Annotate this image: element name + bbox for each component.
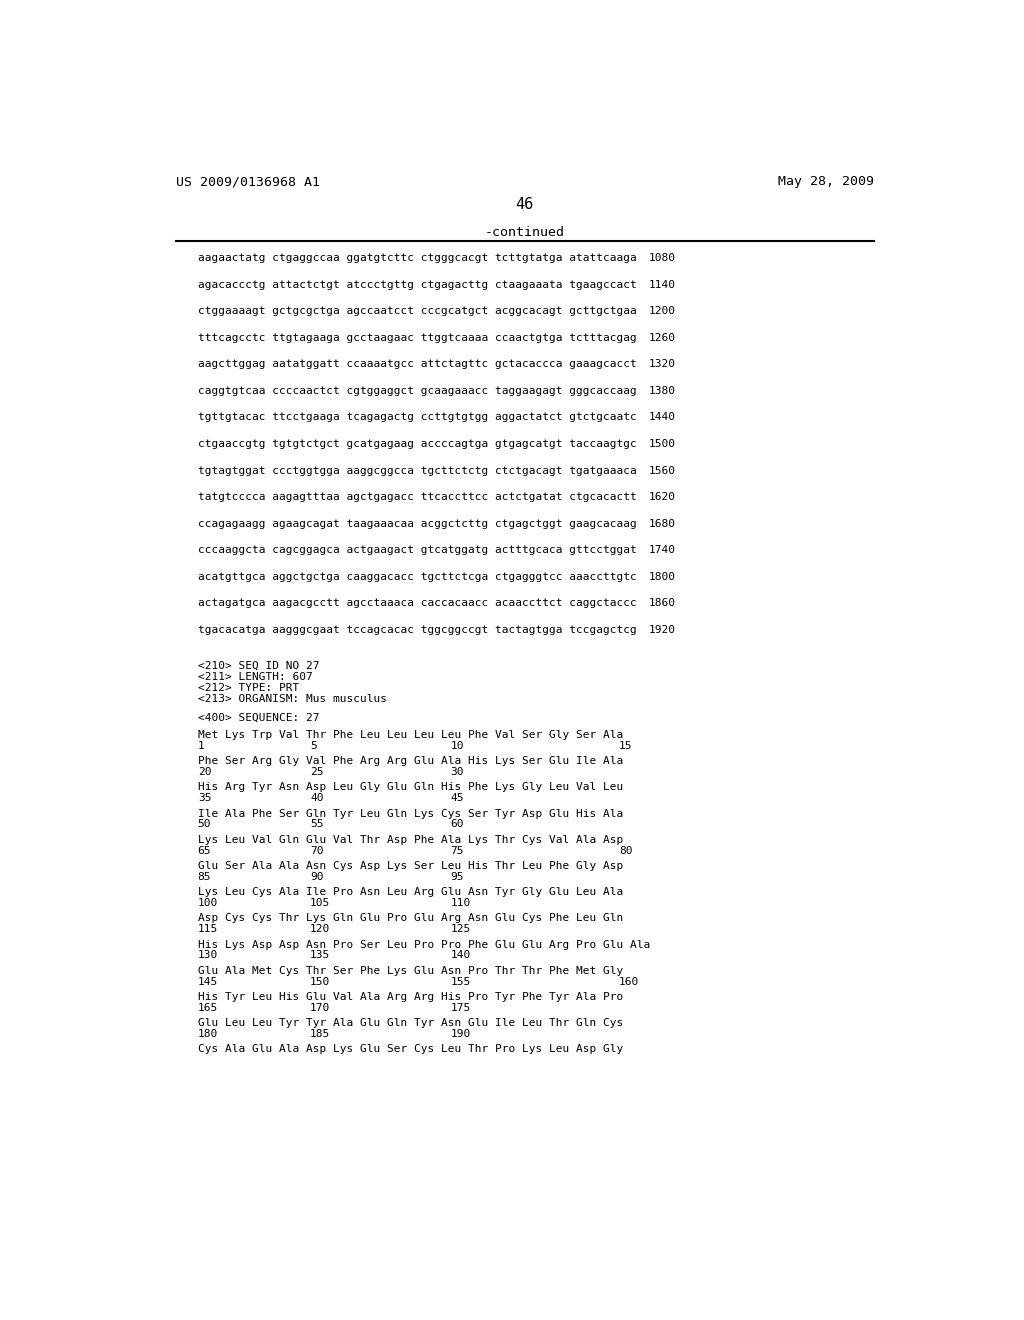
- Text: Phe Ser Arg Gly Val Phe Arg Arg Glu Ala His Lys Ser Glu Ile Ala: Phe Ser Arg Gly Val Phe Arg Arg Glu Ala …: [198, 756, 623, 767]
- Text: cccaaggcta cagcggagca actgaagact gtcatggatg actttgcaca gttcctggat: cccaaggcta cagcggagca actgaagact gtcatgg…: [198, 545, 637, 556]
- Text: 130: 130: [198, 950, 218, 961]
- Text: Glu Ala Met Cys Thr Ser Phe Lys Glu Asn Pro Thr Thr Phe Met Gly: Glu Ala Met Cys Thr Ser Phe Lys Glu Asn …: [198, 966, 623, 975]
- Text: 1380: 1380: [649, 385, 676, 396]
- Text: <400> SEQUENCE: 27: <400> SEQUENCE: 27: [198, 713, 319, 723]
- Text: May 28, 2009: May 28, 2009: [777, 176, 873, 189]
- Text: 60: 60: [451, 820, 464, 829]
- Text: 165: 165: [198, 1003, 218, 1012]
- Text: 1440: 1440: [649, 412, 676, 422]
- Text: ctgaaccgtg tgtgtctgct gcatgagaag accccagtga gtgagcatgt taccaagtgc: ctgaaccgtg tgtgtctgct gcatgagaag accccag…: [198, 440, 637, 449]
- Text: 150: 150: [310, 977, 331, 986]
- Text: 190: 190: [451, 1028, 471, 1039]
- Text: 30: 30: [451, 767, 464, 777]
- Text: 5: 5: [310, 741, 316, 751]
- Text: 120: 120: [310, 924, 331, 935]
- Text: 1920: 1920: [649, 626, 676, 635]
- Text: caggtgtcaa ccccaactct cgtggaggct gcaagaaacc taggaagagt gggcaccaag: caggtgtcaa ccccaactct cgtggaggct gcaagaa…: [198, 385, 637, 396]
- Text: 1680: 1680: [649, 519, 676, 529]
- Text: US 2009/0136968 A1: US 2009/0136968 A1: [176, 176, 321, 189]
- Text: ctggaaaagt gctgcgctga agccaatcct cccgcatgct acggcacagt gcttgctgaa: ctggaaaagt gctgcgctga agccaatcct cccgcat…: [198, 306, 637, 317]
- Text: 15: 15: [620, 741, 633, 751]
- Text: Met Lys Trp Val Thr Phe Leu Leu Leu Leu Phe Val Ser Gly Ser Ala: Met Lys Trp Val Thr Phe Leu Leu Leu Leu …: [198, 730, 623, 741]
- Text: 175: 175: [451, 1003, 471, 1012]
- Text: Asp Cys Cys Thr Lys Gln Glu Pro Glu Arg Asn Glu Cys Phe Leu Gln: Asp Cys Cys Thr Lys Gln Glu Pro Glu Arg …: [198, 913, 623, 924]
- Text: Cys Ala Glu Ala Asp Lys Glu Ser Cys Leu Thr Pro Lys Leu Asp Gly: Cys Ala Glu Ala Asp Lys Glu Ser Cys Leu …: [198, 1044, 623, 1055]
- Text: 115: 115: [198, 924, 218, 935]
- Text: 40: 40: [310, 793, 324, 804]
- Text: Ile Ala Phe Ser Gln Tyr Leu Gln Lys Cys Ser Tyr Asp Glu His Ala: Ile Ala Phe Ser Gln Tyr Leu Gln Lys Cys …: [198, 809, 623, 818]
- Text: 135: 135: [310, 950, 331, 961]
- Text: Lys Leu Val Gln Glu Val Thr Asp Phe Ala Lys Thr Cys Val Ala Asp: Lys Leu Val Gln Glu Val Thr Asp Phe Ala …: [198, 834, 623, 845]
- Text: 20: 20: [198, 767, 211, 777]
- Text: 80: 80: [620, 846, 633, 855]
- Text: 155: 155: [451, 977, 471, 986]
- Text: 85: 85: [198, 871, 211, 882]
- Text: 1080: 1080: [649, 253, 676, 263]
- Text: 1200: 1200: [649, 306, 676, 317]
- Text: tgttgtacac ttcctgaaga tcagagactg ccttgtgtgg aggactatct gtctgcaatc: tgttgtacac ttcctgaaga tcagagactg ccttgtg…: [198, 412, 637, 422]
- Text: 35: 35: [198, 793, 211, 804]
- Text: tgacacatga aagggcgaat tccagcacac tggcggccgt tactagtgga tccgagctcg: tgacacatga aagggcgaat tccagcacac tggcggc…: [198, 626, 637, 635]
- Text: 1860: 1860: [649, 598, 676, 609]
- Text: 145: 145: [198, 977, 218, 986]
- Text: 65: 65: [198, 846, 211, 855]
- Text: His Lys Asp Asp Asn Pro Ser Leu Pro Pro Phe Glu Glu Arg Pro Glu Ala: His Lys Asp Asp Asn Pro Ser Leu Pro Pro …: [198, 940, 650, 949]
- Text: 185: 185: [310, 1028, 331, 1039]
- Text: tatgtcccca aagagtttaa agctgagacc ttcaccttcc actctgatat ctgcacactt: tatgtcccca aagagtttaa agctgagacc ttcacct…: [198, 492, 637, 502]
- Text: 170: 170: [310, 1003, 331, 1012]
- Text: -continued: -continued: [484, 226, 565, 239]
- Text: tgtagtggat ccctggtgga aaggcggcca tgcttctctg ctctgacagt tgatgaaaca: tgtagtggat ccctggtgga aaggcggcca tgcttct…: [198, 466, 637, 475]
- Text: ccagagaagg agaagcagat taagaaacaa acggctcttg ctgagctggt gaagcacaag: ccagagaagg agaagcagat taagaaacaa acggctc…: [198, 519, 637, 529]
- Text: 1140: 1140: [649, 280, 676, 289]
- Text: 70: 70: [310, 846, 324, 855]
- Text: agacaccctg attactctgt atccctgttg ctgagacttg ctaagaaata tgaagccact: agacaccctg attactctgt atccctgttg ctgagac…: [198, 280, 637, 289]
- Text: His Tyr Leu His Glu Val Ala Arg Arg His Pro Tyr Phe Tyr Ala Pro: His Tyr Leu His Glu Val Ala Arg Arg His …: [198, 991, 623, 1002]
- Text: 50: 50: [198, 820, 211, 829]
- Text: <210> SEQ ID NO 27: <210> SEQ ID NO 27: [198, 661, 319, 671]
- Text: 1320: 1320: [649, 359, 676, 370]
- Text: 46: 46: [516, 197, 534, 213]
- Text: 1740: 1740: [649, 545, 676, 556]
- Text: acatgttgca aggctgctga caaggacacc tgcttctcga ctgagggtcc aaaccttgtc: acatgttgca aggctgctga caaggacacc tgcttct…: [198, 572, 637, 582]
- Text: 25: 25: [310, 767, 324, 777]
- Text: <213> ORGANISM: Mus musculus: <213> ORGANISM: Mus musculus: [198, 694, 387, 705]
- Text: 160: 160: [620, 977, 639, 986]
- Text: 1260: 1260: [649, 333, 676, 343]
- Text: 75: 75: [451, 846, 464, 855]
- Text: <212> TYPE: PRT: <212> TYPE: PRT: [198, 684, 299, 693]
- Text: actagatgca aagacgcctt agcctaaaca caccacaacc acaaccttct caggctaccc: actagatgca aagacgcctt agcctaaaca caccaca…: [198, 598, 637, 609]
- Text: 55: 55: [310, 820, 324, 829]
- Text: 45: 45: [451, 793, 464, 804]
- Text: Glu Leu Leu Tyr Tyr Ala Glu Gln Tyr Asn Glu Ile Leu Thr Gln Cys: Glu Leu Leu Tyr Tyr Ala Glu Gln Tyr Asn …: [198, 1018, 623, 1028]
- Text: 10: 10: [451, 741, 464, 751]
- Text: 1620: 1620: [649, 492, 676, 502]
- Text: 105: 105: [310, 898, 331, 908]
- Text: 110: 110: [451, 898, 471, 908]
- Text: Glu Ser Ala Ala Asn Cys Asp Lys Ser Leu His Thr Leu Phe Gly Asp: Glu Ser Ala Ala Asn Cys Asp Lys Ser Leu …: [198, 861, 623, 871]
- Text: <211> LENGTH: 607: <211> LENGTH: 607: [198, 672, 312, 682]
- Text: 1800: 1800: [649, 572, 676, 582]
- Text: 90: 90: [310, 871, 324, 882]
- Text: 180: 180: [198, 1028, 218, 1039]
- Text: aagcttggag aatatggatt ccaaaatgcc attctagttc gctacaccca gaaagcacct: aagcttggag aatatggatt ccaaaatgcc attctag…: [198, 359, 637, 370]
- Text: 125: 125: [451, 924, 471, 935]
- Text: 1500: 1500: [649, 440, 676, 449]
- Text: His Arg Tyr Asn Asp Leu Gly Glu Gln His Phe Lys Gly Leu Val Leu: His Arg Tyr Asn Asp Leu Gly Glu Gln His …: [198, 783, 623, 792]
- Text: Lys Leu Cys Ala Ile Pro Asn Leu Arg Glu Asn Tyr Gly Glu Leu Ala: Lys Leu Cys Ala Ile Pro Asn Leu Arg Glu …: [198, 887, 623, 898]
- Text: tttcagcctc ttgtagaaga gcctaagaac ttggtcaaaa ccaactgtga tctttacgag: tttcagcctc ttgtagaaga gcctaagaac ttggtca…: [198, 333, 637, 343]
- Text: aagaactatg ctgaggccaa ggatgtcttc ctgggcacgt tcttgtatga atattcaaga: aagaactatg ctgaggccaa ggatgtcttc ctgggca…: [198, 253, 637, 263]
- Text: 140: 140: [451, 950, 471, 961]
- Text: 1560: 1560: [649, 466, 676, 475]
- Text: 95: 95: [451, 871, 464, 882]
- Text: 100: 100: [198, 898, 218, 908]
- Text: 1: 1: [198, 741, 205, 751]
